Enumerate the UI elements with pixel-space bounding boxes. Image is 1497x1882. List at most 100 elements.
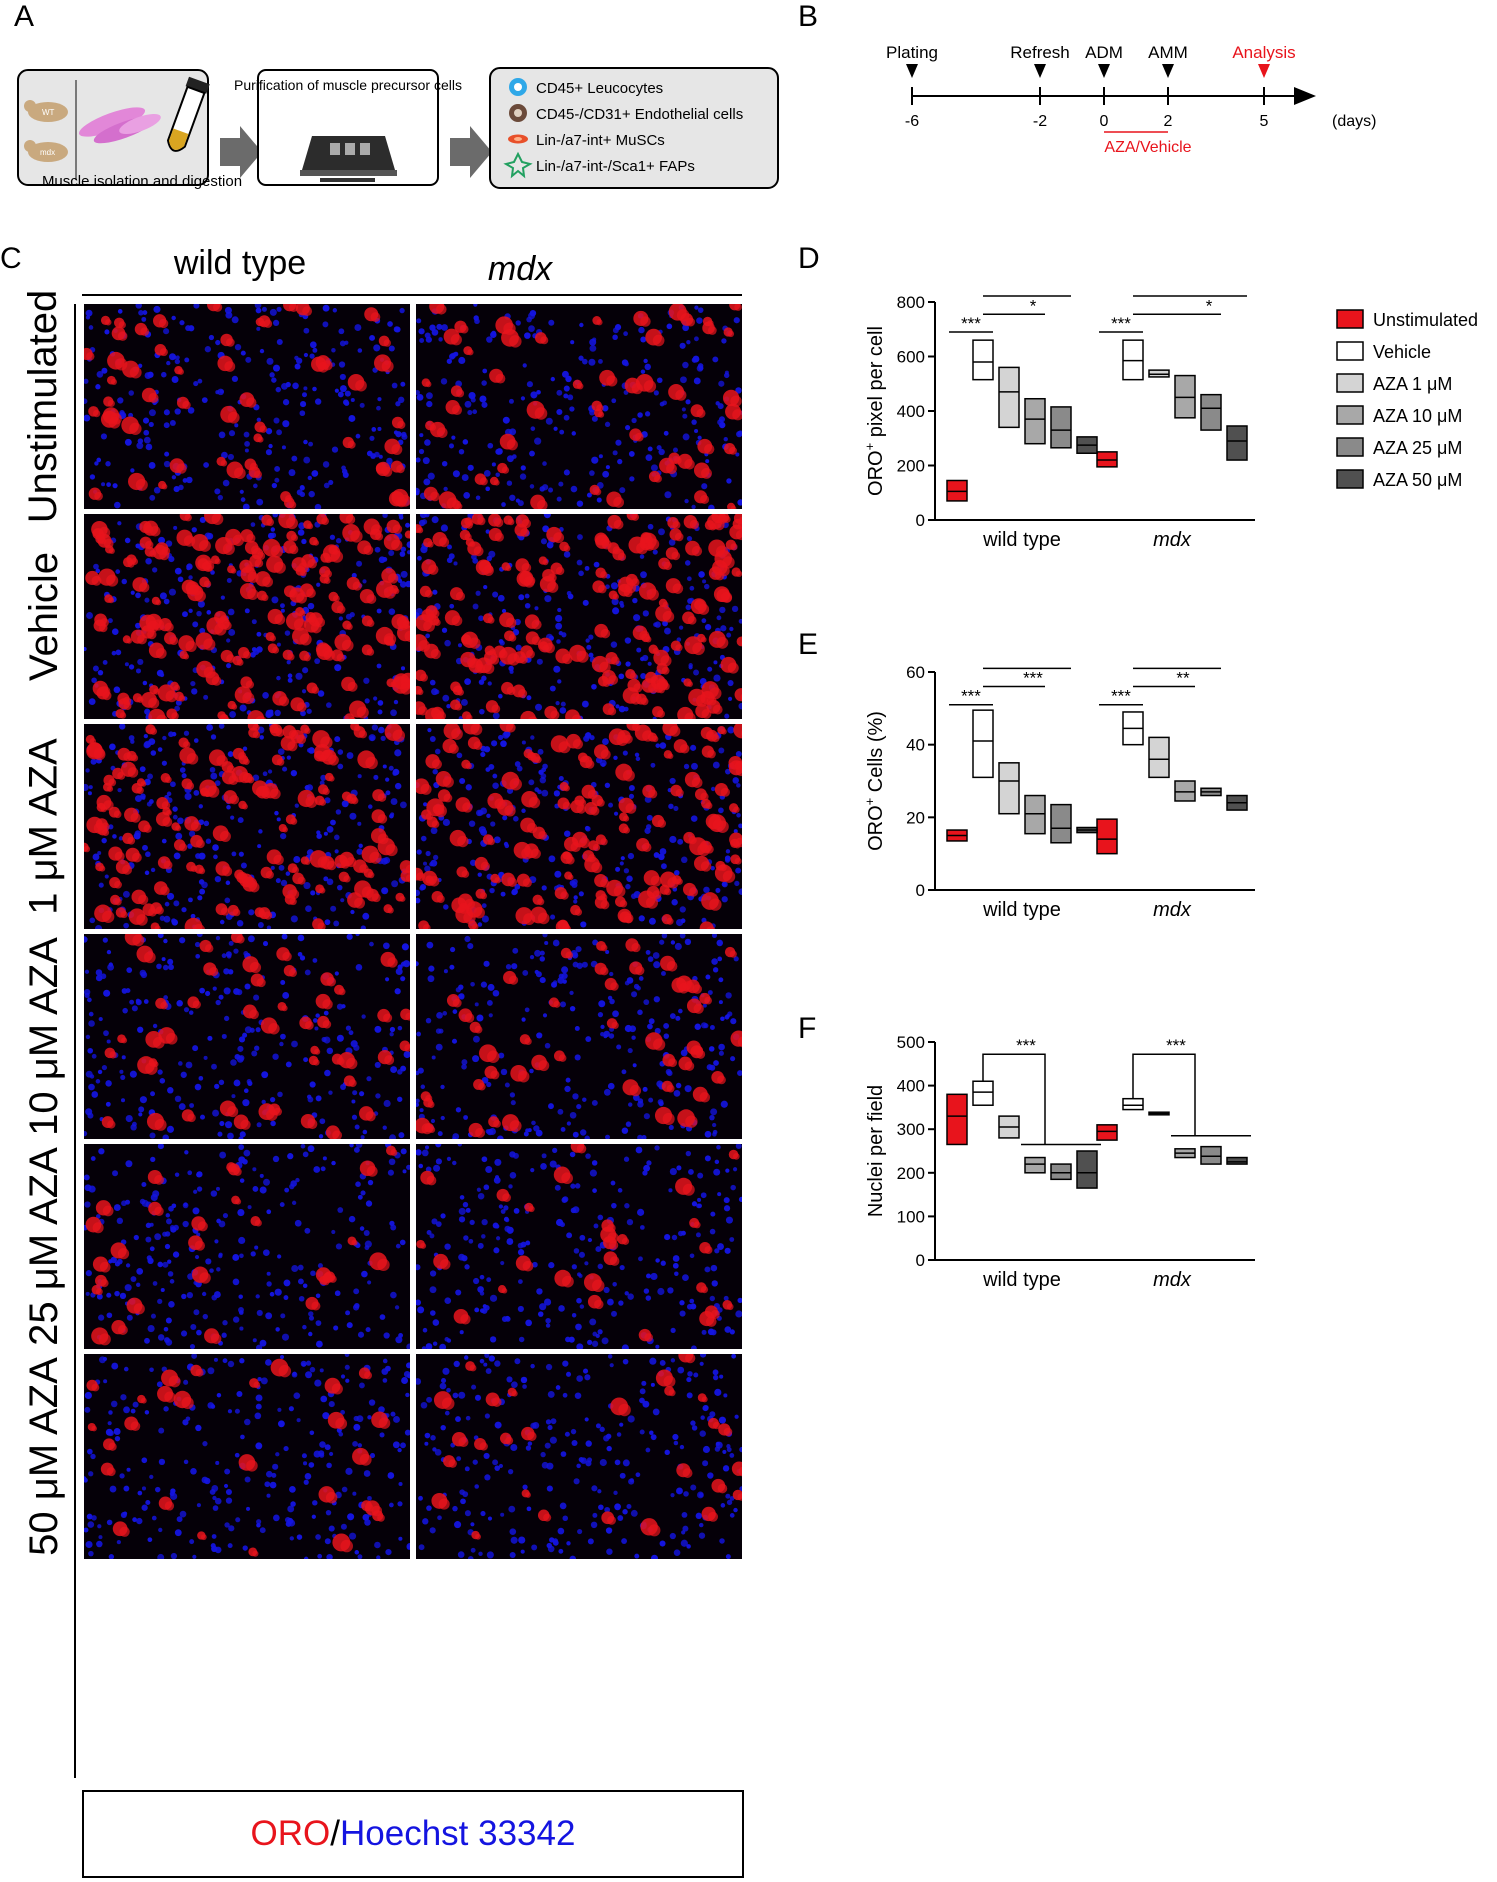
bracket-line bbox=[982, 1053, 1046, 1145]
population-label: CD45+ Leucocytes bbox=[536, 80, 663, 97]
sorter-instrument-icon bbox=[300, 136, 397, 182]
y-tick-label: 200 bbox=[897, 457, 925, 476]
chart-d-oro-pixel: 0 200 400 600 800 ORO+ pixel per cell wild typ… bbox=[862, 290, 1255, 551]
legend-swatch bbox=[1336, 405, 1364, 425]
arrow-right-icon bbox=[450, 126, 492, 178]
x-group-label: mdx bbox=[1153, 1269, 1192, 1291]
stain-hoechst-label: Hoechst 33342 bbox=[340, 1814, 576, 1853]
legend-label: AZA 50 μM bbox=[1373, 470, 1462, 490]
box bbox=[972, 1080, 994, 1106]
bracket-line bbox=[1132, 1053, 1196, 1136]
x-group-label: wild type bbox=[982, 899, 1061, 921]
y-tick-label: 60 bbox=[906, 663, 925, 682]
event-marker-icon bbox=[906, 64, 918, 78]
chart-f-nuclei: 0 100 200 300 400 500 Nuclei per field wild typ… bbox=[865, 1033, 1255, 1291]
red-elongated-cell-icon bbox=[508, 134, 528, 144]
event-marker-icon bbox=[1258, 64, 1270, 78]
svg-text:WT: WT bbox=[42, 108, 55, 117]
significance-label: *** bbox=[1111, 314, 1131, 333]
significance-label: ** bbox=[1176, 669, 1190, 688]
row-label: 10 μM AZA bbox=[21, 937, 66, 1136]
legend-swatch bbox=[1336, 309, 1364, 329]
legend-swatch bbox=[1336, 469, 1364, 489]
y-axis-label: Nuclei per field bbox=[865, 1085, 887, 1217]
box bbox=[1174, 780, 1196, 802]
row-label: 50 μM AZA bbox=[21, 1357, 66, 1556]
panel-letter-c: C bbox=[0, 242, 22, 275]
x-group-label: mdx bbox=[1153, 899, 1192, 921]
y-tick-label: 20 bbox=[906, 808, 925, 827]
y-axis-label: ORO+ Cells (%) bbox=[862, 711, 887, 851]
row-label: 25 μM AZA bbox=[21, 1147, 66, 1346]
panel-letter-f: F bbox=[798, 1012, 817, 1045]
significance-label: ** bbox=[1052, 290, 1066, 297]
box bbox=[972, 709, 994, 779]
event-marker-icon bbox=[1034, 64, 1046, 78]
x-group-label: wild type bbox=[982, 529, 1061, 551]
legend-label: Unstimulated bbox=[1373, 310, 1478, 330]
panel-letter-e: E bbox=[798, 628, 819, 661]
micrograph-panel bbox=[84, 304, 410, 509]
legend-swatch bbox=[1336, 341, 1364, 361]
panel-letter-a: A bbox=[14, 0, 35, 33]
box bbox=[998, 366, 1020, 429]
box bbox=[1226, 425, 1248, 461]
legend-label: AZA 10 μM bbox=[1373, 406, 1462, 426]
box bbox=[1148, 736, 1170, 779]
box bbox=[1050, 406, 1072, 449]
event-label: AMM bbox=[1148, 43, 1188, 62]
significance-label: * bbox=[1030, 296, 1037, 315]
panel-letter-b: B bbox=[798, 0, 819, 33]
y-axis-label: ORO+ pixel per cell bbox=[862, 326, 887, 496]
x-group-label: mdx bbox=[1153, 529, 1192, 551]
event-label: Analysis bbox=[1232, 43, 1295, 62]
micrograph-panel bbox=[84, 1354, 410, 1559]
micrograph-panel bbox=[416, 1144, 742, 1349]
unit-label: (days) bbox=[1332, 113, 1376, 130]
significance-label: ** bbox=[1202, 660, 1216, 669]
step2-label: Purification of muscle precursor cells bbox=[234, 77, 462, 93]
mouse-wt-icon: WT bbox=[24, 100, 68, 122]
significance-label: * bbox=[1206, 296, 1213, 315]
event-label: ADM bbox=[1085, 43, 1123, 62]
box bbox=[1096, 818, 1118, 855]
box bbox=[998, 762, 1020, 815]
micrograph-panel bbox=[416, 934, 742, 1139]
box bbox=[1050, 1163, 1072, 1181]
header-divider bbox=[82, 294, 742, 296]
box bbox=[946, 1093, 968, 1146]
event-marker-icon bbox=[1162, 64, 1174, 78]
significance-label: *** bbox=[1049, 660, 1069, 669]
population-label: Lin-/a7-int-/Sca1+ FAPs bbox=[536, 158, 695, 175]
green-star-cell-icon bbox=[503, 151, 533, 179]
treatment-label: AZA/Vehicle bbox=[1104, 139, 1191, 156]
legend-label: Vehicle bbox=[1373, 342, 1431, 362]
significance-label: *** bbox=[1016, 1036, 1036, 1055]
population-label: Lin-/a7-int+ MuSCs bbox=[536, 132, 665, 149]
y-tick-label: 40 bbox=[906, 736, 925, 755]
treatment-legend: Unstimulated Vehicle AZA 1 μM AZA 10 μM AZA … bbox=[1336, 309, 1478, 490]
box bbox=[1200, 393, 1222, 431]
significance-label: *** bbox=[1225, 290, 1245, 297]
box bbox=[1024, 397, 1046, 445]
micrograph-panel bbox=[416, 514, 742, 719]
event-label: Refresh bbox=[1010, 43, 1070, 62]
y-tick-label: 0 bbox=[916, 511, 925, 530]
y-tick-label: 600 bbox=[897, 348, 925, 367]
significance-label: *** bbox=[961, 687, 981, 706]
significance-label: *** bbox=[1023, 669, 1043, 688]
y-tick-label: 400 bbox=[897, 402, 925, 421]
scale-bar bbox=[336, 1750, 392, 1756]
significance-label: *** bbox=[961, 314, 981, 333]
tick-label: 5 bbox=[1260, 113, 1269, 130]
panel-letter-d: D bbox=[798, 242, 820, 275]
arrow-right-icon bbox=[220, 126, 262, 178]
tick-label: 2 bbox=[1164, 113, 1173, 130]
micrograph-panel bbox=[84, 934, 410, 1139]
legend-label: AZA 25 μM bbox=[1373, 438, 1462, 458]
box bbox=[1096, 1124, 1118, 1141]
col-header-wild-type: wild type bbox=[173, 244, 307, 282]
panel-a-workflow: WT mdx Muscle isolation and digestion Pu… bbox=[17, 67, 779, 190]
y-tick-label: 300 bbox=[897, 1120, 925, 1139]
